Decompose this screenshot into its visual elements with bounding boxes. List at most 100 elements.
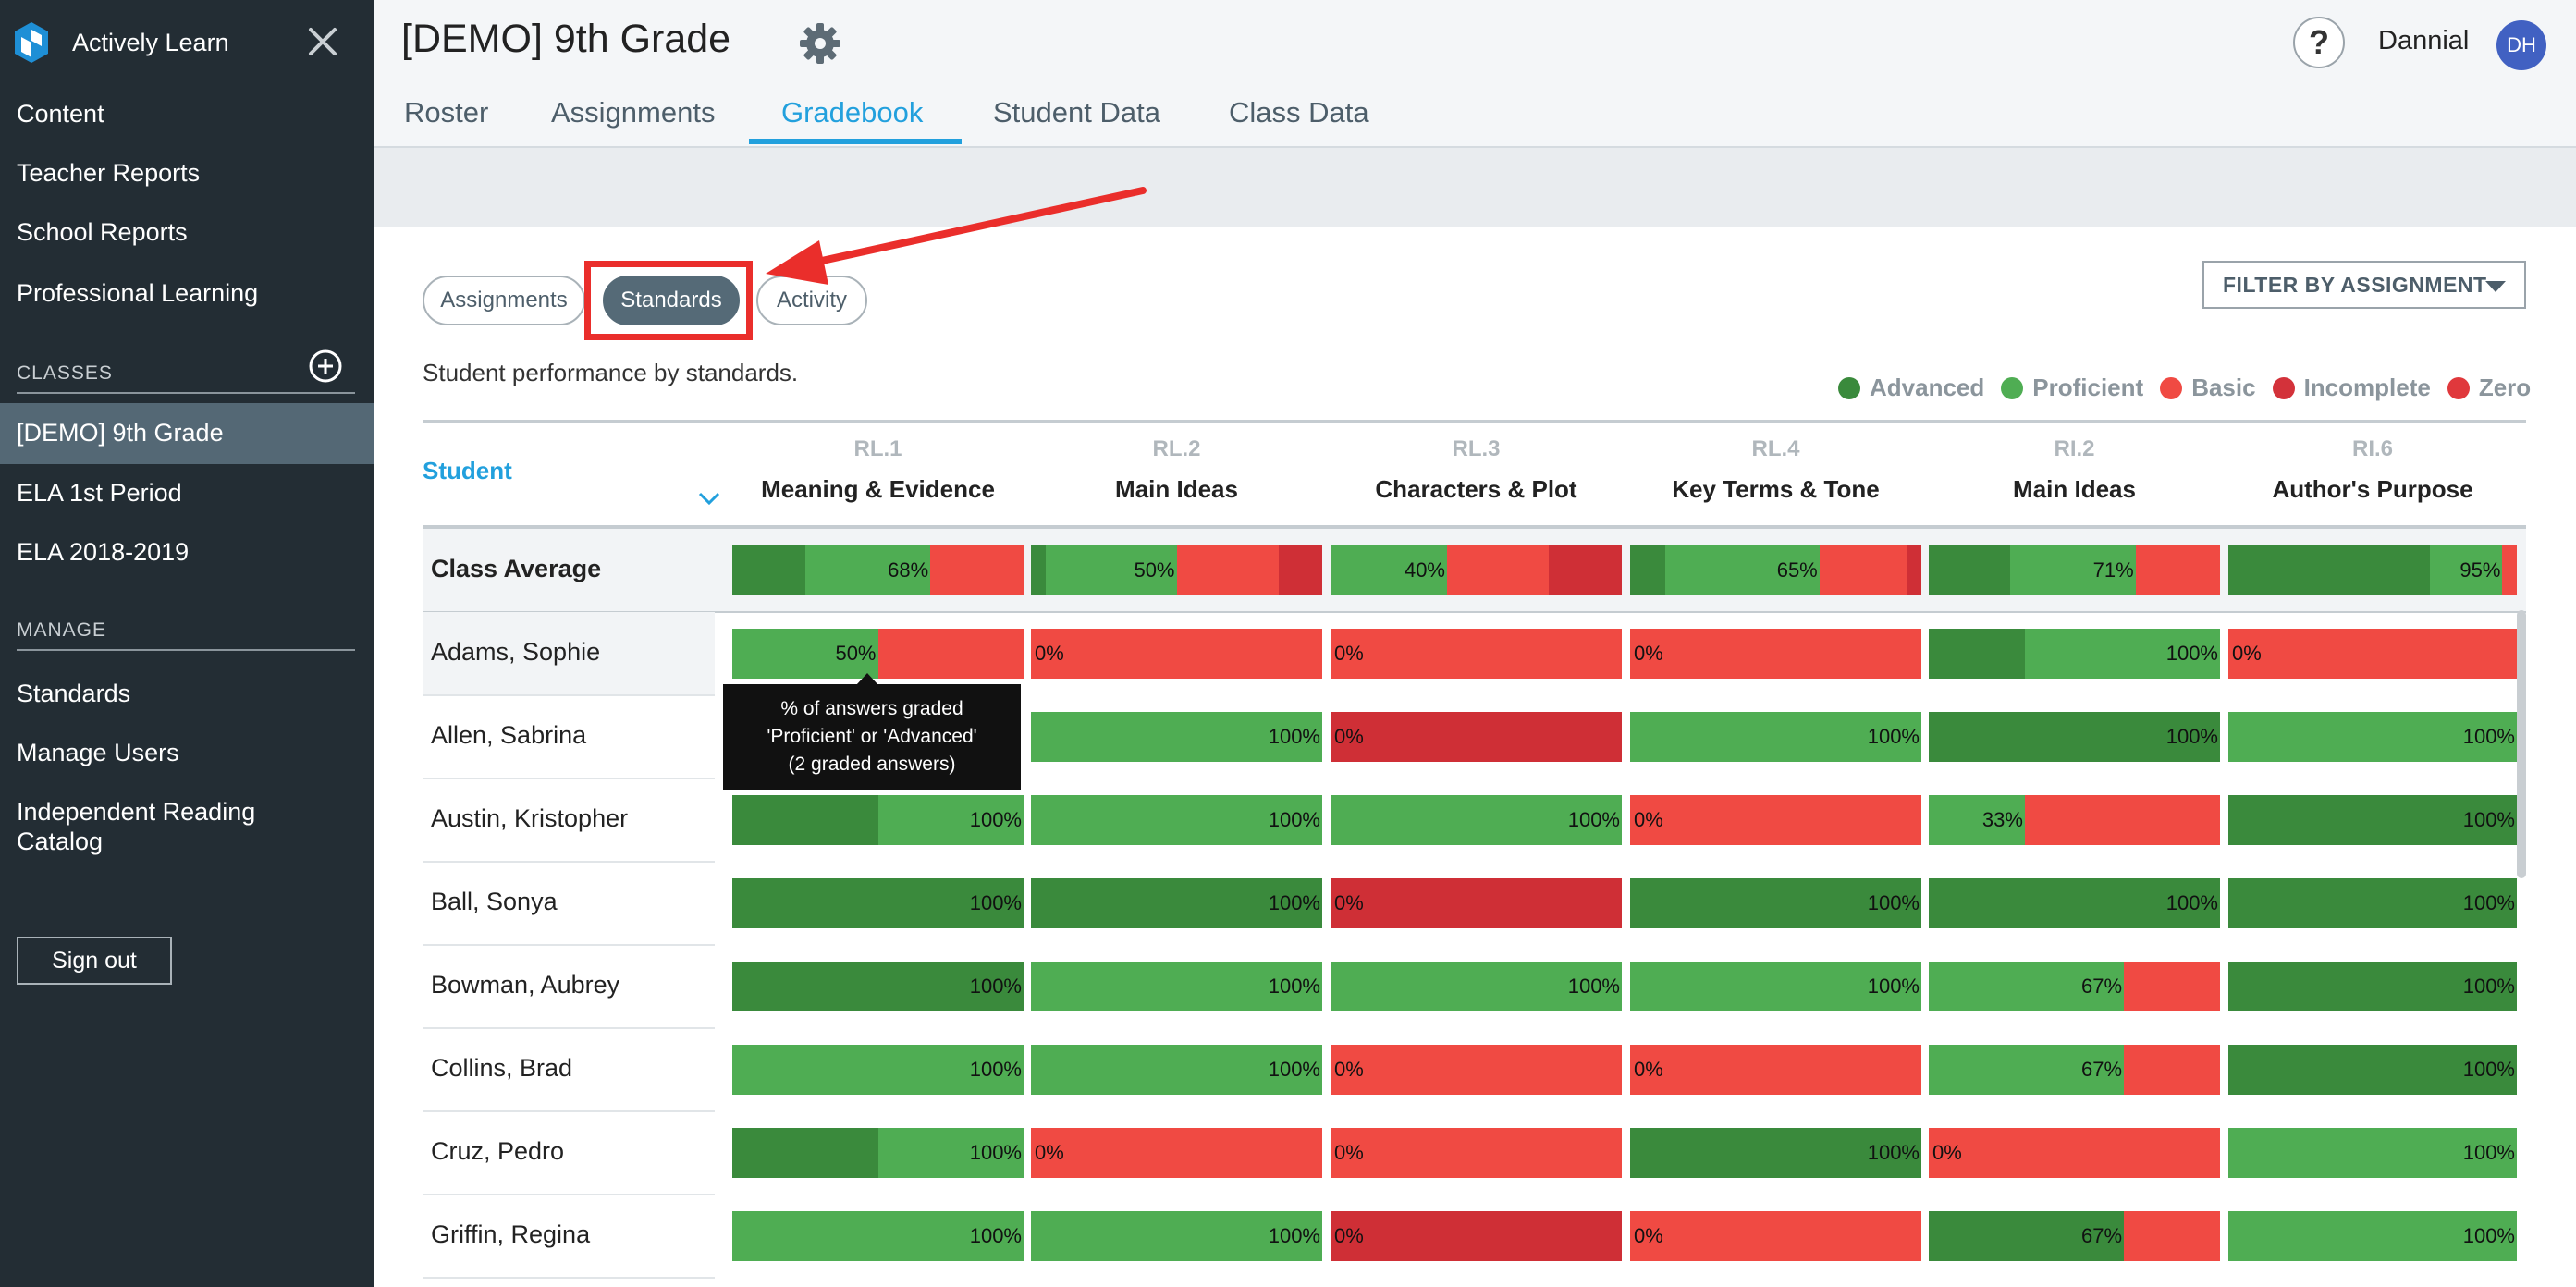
student-name[interactable]: Cruz, Pedro — [431, 1137, 565, 1165]
standard-header-rl-3[interactable]: RL.3 Characters & Plot — [1331, 436, 1622, 504]
standard-score-bar[interactable] — [1630, 629, 1921, 679]
standard-score-bar[interactable] — [1929, 712, 2220, 762]
student-name[interactable]: Allen, Sabrina — [431, 721, 587, 749]
help-icon[interactable]: ? — [2293, 17, 2345, 68]
standard-score-bar[interactable] — [2228, 1211, 2517, 1261]
standard-score-bar[interactable] — [1630, 1045, 1921, 1095]
student-name[interactable]: Collins, Brad — [431, 1054, 573, 1082]
sidebar-link-teacher-reports[interactable]: Teacher Reports — [17, 159, 201, 187]
standard-score-bar[interactable] — [732, 1211, 1024, 1261]
student-name[interactable]: Griffin, Regina — [431, 1220, 591, 1248]
standard-header-ri-6[interactable]: RI.6 Author's Purpose — [2228, 436, 2517, 504]
standard-score-bar[interactable] — [2228, 712, 2517, 762]
standard-score-bar[interactable] — [1331, 1045, 1622, 1095]
score-segment-advanced — [1929, 1211, 2125, 1261]
toggle-standards[interactable]: Standards — [603, 276, 740, 325]
sidebar-class-demo-9th-grade[interactable]: [DEMO] 9th Grade — [17, 419, 224, 447]
standard-score-bar[interactable] — [1331, 878, 1622, 928]
sidebar-link-standards[interactable]: Standards — [17, 680, 131, 707]
standard-score-bar[interactable] — [2228, 795, 2517, 845]
standard-score-bar[interactable] — [1031, 712, 1322, 762]
standard-score-bar[interactable] — [1630, 1128, 1921, 1178]
tab-assignments[interactable]: Assignments — [551, 96, 716, 129]
standard-score-bar[interactable] — [1331, 545, 1622, 595]
standard-score-bar[interactable] — [1630, 545, 1921, 595]
student-name[interactable]: Ball, Sonya — [431, 888, 558, 915]
chevron-down-icon[interactable] — [697, 490, 721, 507]
standard-score-bar[interactable] — [1630, 962, 1921, 1011]
standard-score-bar[interactable] — [732, 878, 1024, 928]
sidebar-class-ela-1st-period[interactable]: ELA 1st Period — [17, 479, 182, 507]
tab-gradebook[interactable]: Gradebook — [781, 96, 924, 129]
standard-score-bar[interactable] — [732, 962, 1024, 1011]
sidebar-link-content[interactable]: Content — [17, 100, 104, 128]
standard-score-bar[interactable] — [732, 1128, 1024, 1178]
standard-score-bar[interactable] — [1331, 712, 1622, 762]
standard-score-bar[interactable] — [1929, 629, 2220, 679]
standard-score-bar[interactable] — [2228, 962, 2517, 1011]
standard-score-bar[interactable] — [1331, 962, 1622, 1011]
standard-score-bar[interactable] — [1031, 962, 1322, 1011]
standard-score-bar[interactable] — [1630, 712, 1921, 762]
standard-score-bar[interactable] — [1929, 795, 2220, 845]
score-segment-advanced — [2228, 878, 2517, 928]
student-name[interactable]: Austin, Kristopher — [431, 804, 629, 832]
tab-roster[interactable]: Roster — [404, 96, 489, 129]
standard-score-bar[interactable] — [1331, 629, 1622, 679]
standard-score-bar[interactable] — [1929, 878, 2220, 928]
standard-score-bar[interactable] — [1031, 1045, 1322, 1095]
standard-score-bar[interactable] — [1031, 545, 1322, 595]
avatar[interactable]: DH — [2496, 20, 2546, 70]
student-column-header[interactable]: Student — [423, 457, 512, 484]
sidebar-class-ela-2018-2019[interactable]: ELA 2018-2019 — [17, 538, 190, 566]
standard-score-bar[interactable] — [2228, 629, 2517, 679]
standard-score-bar[interactable] — [2228, 545, 2517, 595]
standard-header-ri-2[interactable]: RI.2 Main Ideas — [1929, 436, 2220, 504]
standard-header-rl-2[interactable]: RL.2 Main Ideas — [1031, 436, 1322, 504]
standard-score-bar[interactable] — [1331, 1128, 1622, 1178]
student-name[interactable]: Adams, Sophie — [431, 638, 601, 666]
tab-student-data[interactable]: Student Data — [993, 96, 1160, 129]
user-name[interactable]: Dannial — [2378, 26, 2470, 55]
standard-score-bar[interactable] — [2228, 878, 2517, 928]
standard-score-bar[interactable] — [2228, 1128, 2517, 1178]
standard-score-bar[interactable] — [1630, 795, 1921, 845]
standard-score-bar[interactable] — [2228, 1045, 2517, 1095]
brand[interactable]: Actively Learn — [13, 17, 229, 68]
student-name[interactable]: Bowman, Aubrey — [431, 971, 620, 999]
standard-score-bar[interactable] — [1929, 545, 2220, 595]
sign-out-button[interactable]: Sign out — [17, 937, 172, 985]
standard-score-bar[interactable] — [1031, 878, 1322, 928]
sidebar-link-professional-learning[interactable]: Professional Learning — [17, 279, 259, 307]
standard-score-bar[interactable] — [1031, 1128, 1322, 1178]
sidebar-link-school-reports[interactable]: School Reports — [17, 218, 188, 246]
standard-score-bar[interactable] — [732, 545, 1024, 595]
standard-header-rl-1[interactable]: RL.1 Meaning & Evidence — [732, 436, 1024, 504]
standard-header-rl-4[interactable]: RL.4 Key Terms & Tone — [1630, 436, 1921, 504]
gear-icon[interactable] — [797, 20, 843, 67]
standard-score-bar[interactable] — [732, 1045, 1024, 1095]
scrollbar[interactable] — [2517, 610, 2526, 878]
tab-class-data[interactable]: Class Data — [1229, 96, 1369, 129]
standard-score-bar[interactable] — [1630, 1211, 1921, 1261]
close-icon[interactable] — [301, 20, 344, 63]
sidebar-link-independent-reading[interactable]: Independent Reading — [17, 798, 256, 826]
standard-score-bar[interactable] — [1031, 629, 1322, 679]
sidebar-link-manage-users[interactable]: Manage Users — [17, 739, 179, 766]
add-class-icon[interactable] — [308, 349, 343, 384]
standard-score-bar[interactable] — [1331, 795, 1622, 845]
score-segment-proficient — [877, 1128, 1024, 1178]
standard-score-bar[interactable] — [732, 795, 1024, 845]
standard-score-bar[interactable] — [1031, 1211, 1322, 1261]
standard-score-bar[interactable] — [1929, 1045, 2220, 1095]
standard-score-bar[interactable] — [1929, 962, 2220, 1011]
standard-score-bar[interactable] — [1031, 795, 1322, 845]
standard-score-bar[interactable] — [1929, 1128, 2220, 1178]
standard-score-bar[interactable] — [1630, 878, 1921, 928]
standard-score-bar[interactable] — [732, 629, 1024, 679]
standard-score-bar[interactable] — [1331, 1211, 1622, 1261]
toggle-assignments[interactable]: Assignments — [423, 276, 585, 325]
sidebar-link-catalog[interactable]: Catalog — [17, 827, 104, 855]
filter-by-assignment-dropdown[interactable]: FILTER BY ASSIGNMENT — [2202, 261, 2526, 309]
standard-score-bar[interactable] — [1929, 1211, 2220, 1261]
